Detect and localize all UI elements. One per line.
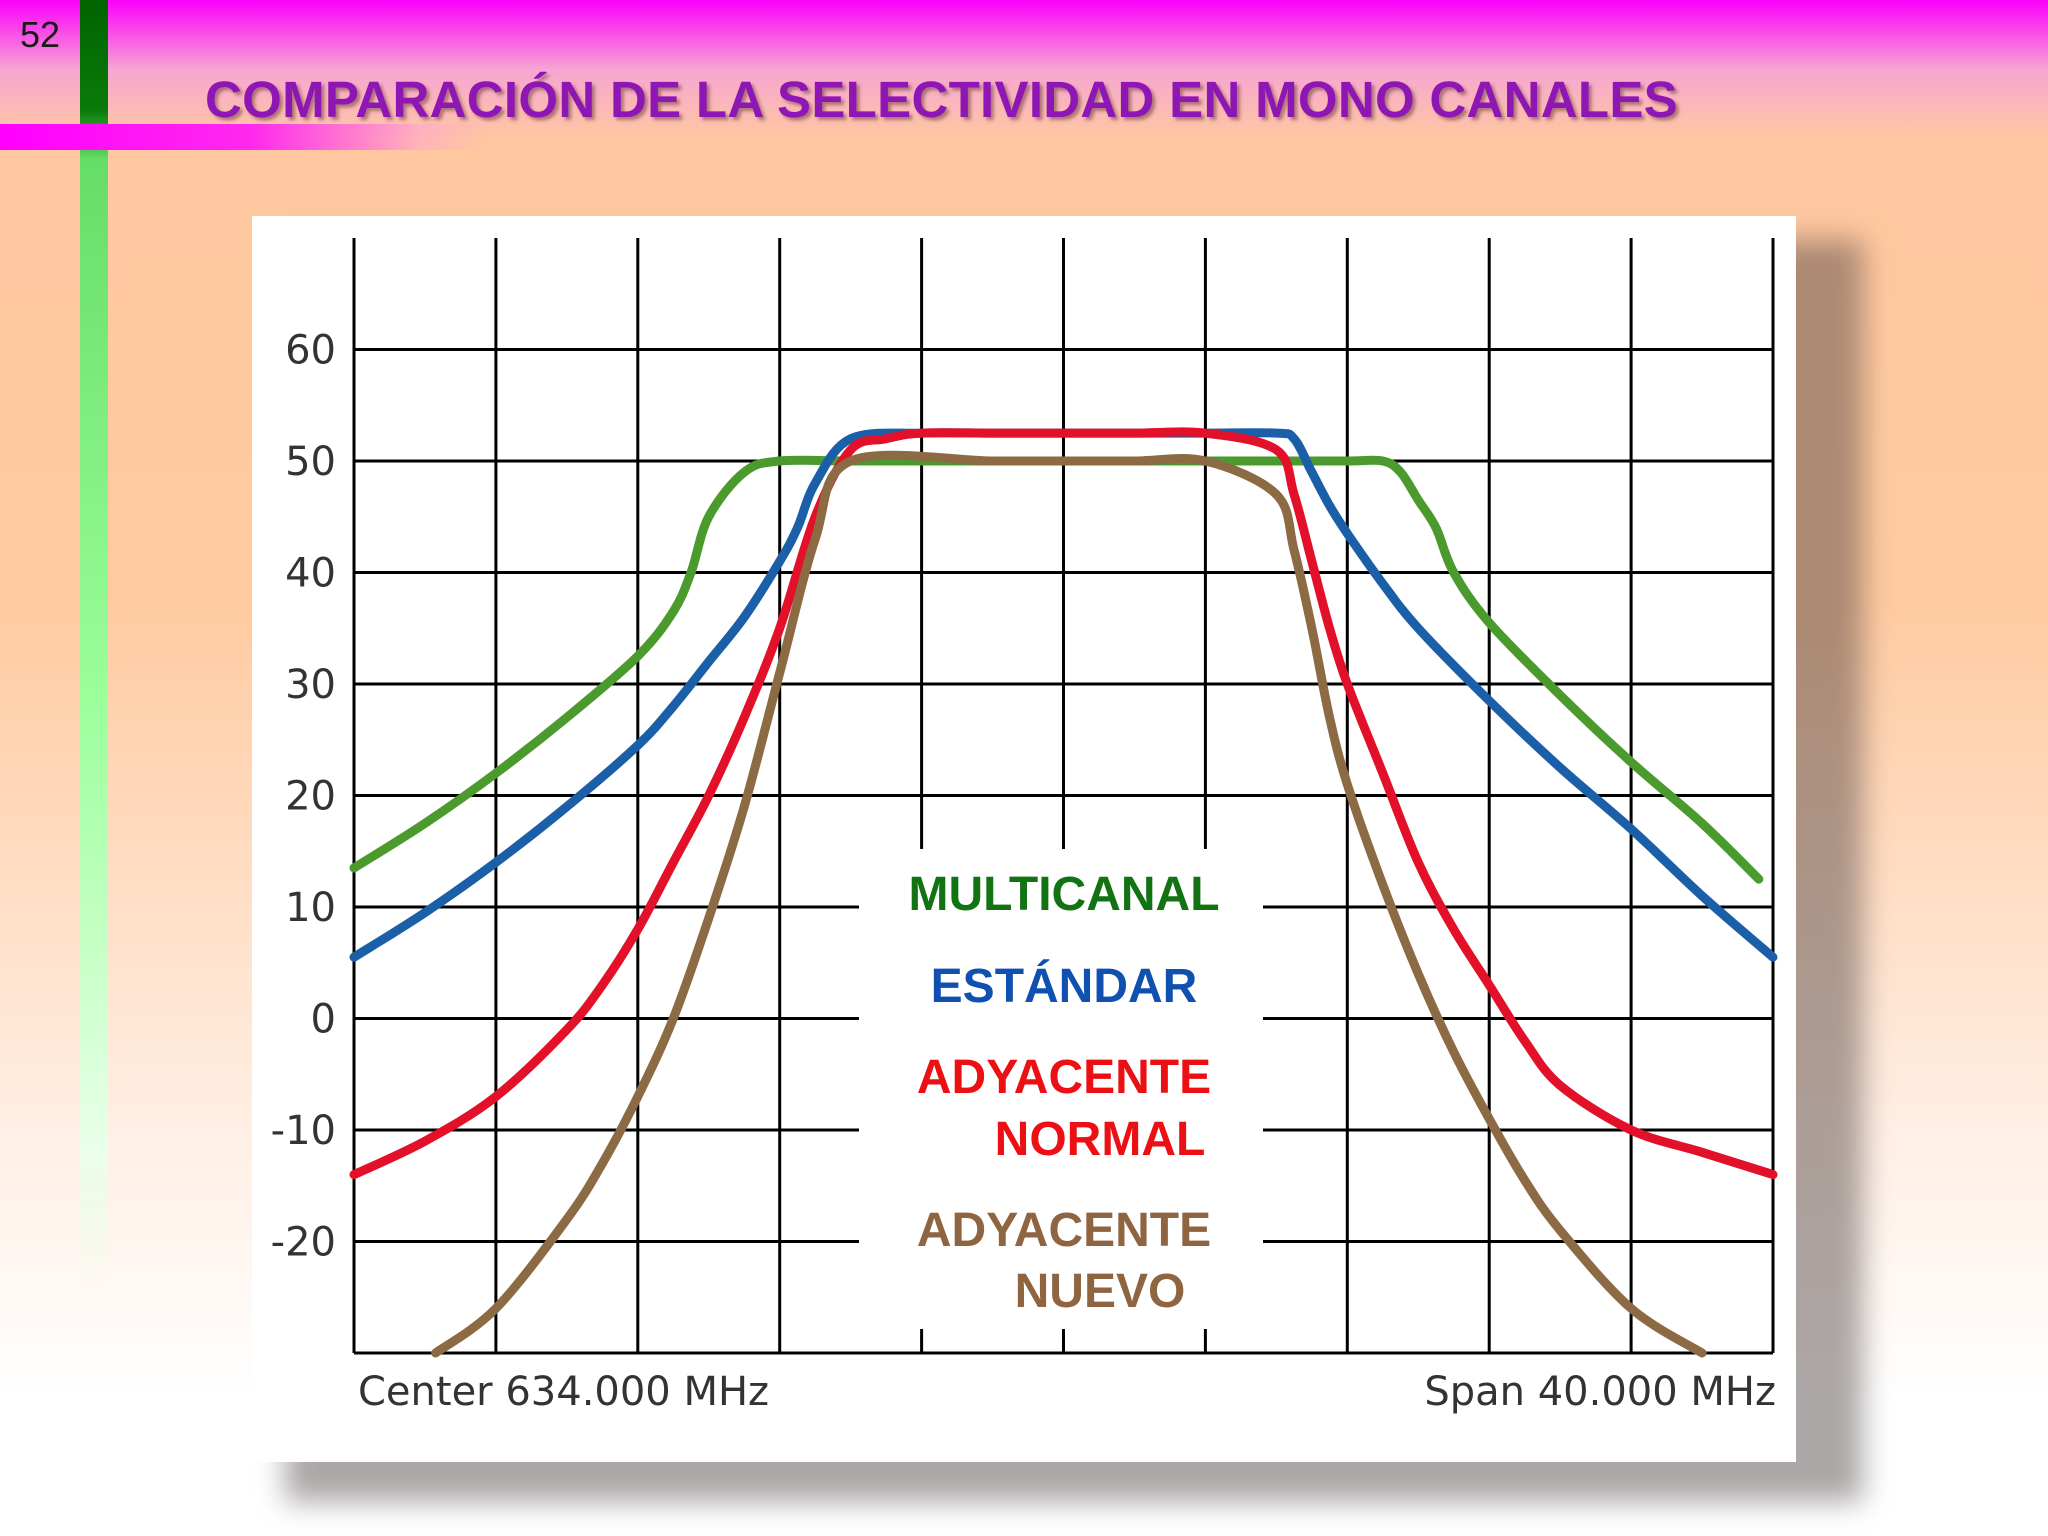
- decorative-vertical-bar: [80, 0, 108, 1290]
- selectivity-chart: 60 50 40 30 20 10 0 -10 -20 MULTICANAL ESTÁNDAR AD…: [271, 238, 1778, 1415]
- y-tick-labels: 60 50 40 30 20 10 0 -10 -20: [271, 328, 336, 1266]
- y-tick-label: 50: [285, 439, 336, 485]
- legend-label-adyacente-nuevo: ADYACENTE: [917, 1204, 1211, 1257]
- legend-label-adyacente-normal: ADYACENTE: [917, 1051, 1211, 1104]
- y-tick-label: 0: [311, 997, 336, 1043]
- chart-panel: 60 50 40 30 20 10 0 -10 -20 MULTICANAL ESTÁNDAR AD…: [252, 216, 1796, 1462]
- series-lines: [349, 427, 1778, 1358]
- legend-box: [859, 849, 1263, 1329]
- y-tick-label: 20: [285, 774, 336, 820]
- center-frequency-label: Center 634.000 MHz: [358, 1369, 769, 1415]
- y-tick-label: -10: [271, 1108, 336, 1154]
- legend-label-multicanal: MULTICANAL: [908, 868, 1219, 921]
- slide-number: 52: [20, 14, 61, 55]
- y-tick-label: 10: [285, 885, 336, 931]
- y-tick-label: -20: [271, 1220, 336, 1266]
- legend: MULTICANAL ESTÁNDAR ADYACENTE NORMAL ADYACEN…: [859, 849, 1263, 1329]
- decorative-horizontal-bar: [0, 124, 490, 150]
- slide-title: COMPARACIÓN DE LA SELECTIVIDAD EN MONO C…: [205, 71, 1679, 128]
- legend-label-adyacente-normal: NORMAL: [995, 1113, 1206, 1166]
- y-tick-label: 60: [285, 328, 336, 374]
- span-label: Span 40.000 MHz: [1424, 1369, 1776, 1415]
- series-line-adyacente-nuevo: [431, 450, 1707, 1358]
- y-tick-label: 30: [285, 662, 336, 708]
- legend-label-estandar: ESTÁNDAR: [931, 959, 1198, 1013]
- legend-label-adyacente-nuevo: NUEVO: [1015, 1265, 1186, 1318]
- y-tick-label: 40: [285, 551, 336, 597]
- series-line-multicanal: [349, 455, 1764, 884]
- series-line-adyacente-normal: [349, 427, 1778, 1180]
